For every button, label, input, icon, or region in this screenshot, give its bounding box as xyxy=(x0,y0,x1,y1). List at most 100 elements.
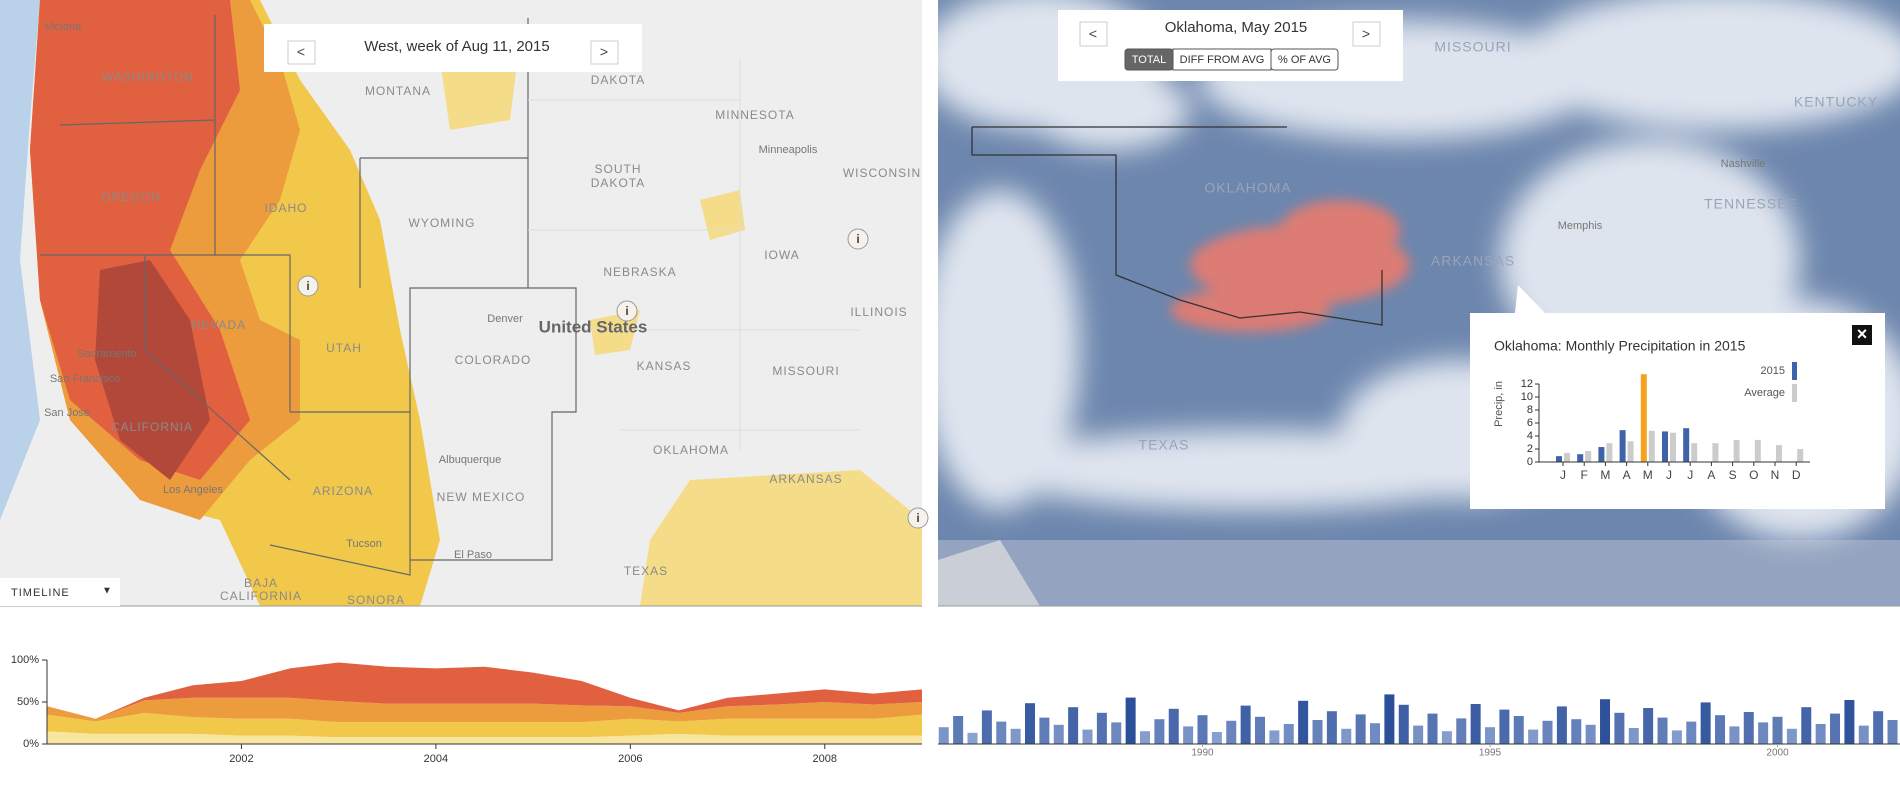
bar xyxy=(1197,715,1208,744)
y-tick-label: 8 xyxy=(1527,404,1533,416)
x-tick-label: 2008 xyxy=(813,753,837,765)
state-label: ARKANSAS xyxy=(1431,253,1515,269)
next-button[interactable] xyxy=(1352,21,1381,47)
info-button[interactable] xyxy=(907,507,929,529)
prev-button[interactable] xyxy=(287,40,316,65)
city-label: San Francisco xyxy=(50,373,120,385)
x-tick-label: F xyxy=(1581,468,1588,482)
state-label: WISCONSIN xyxy=(843,166,921,180)
state-label: IDAHO xyxy=(264,201,307,215)
state-label: MISSOURI xyxy=(1434,39,1511,55)
info-icon: i xyxy=(625,304,628,318)
city-label: Nashville xyxy=(1721,158,1766,170)
info-button[interactable] xyxy=(847,228,869,250)
gulf xyxy=(938,540,1900,606)
area-layer xyxy=(47,662,922,719)
city-label: Albuquerque xyxy=(439,454,501,466)
bar xyxy=(1355,714,1366,744)
x-tick-label: J xyxy=(1666,468,1672,482)
city-label: Los Angeles xyxy=(163,484,223,496)
state-label: COLORADO xyxy=(455,353,532,367)
nav-title: West, week of Aug 11, 2015 xyxy=(364,38,549,55)
info-button[interactable] xyxy=(616,300,638,322)
bar xyxy=(1600,699,1611,744)
state-label: TEXAS xyxy=(1139,437,1190,453)
bar xyxy=(1456,718,1467,744)
state-label: TENNESSEE xyxy=(1704,196,1798,212)
bar xyxy=(1010,728,1021,744)
bar xyxy=(1096,712,1107,744)
left-map[interactable] xyxy=(0,0,922,606)
y-tick-label: 12 xyxy=(1521,378,1533,390)
state-label: United States xyxy=(539,317,648,336)
bar xyxy=(1858,725,1869,744)
bar xyxy=(1082,729,1093,744)
bar xyxy=(1643,708,1654,744)
bar xyxy=(1598,447,1605,462)
popup-title: Oklahoma: Monthly Precipitation in 2015 xyxy=(1494,338,1746,354)
bar xyxy=(1887,720,1898,744)
bar xyxy=(1776,445,1782,462)
bar xyxy=(1556,706,1567,744)
bar xyxy=(1556,456,1562,462)
right-map[interactable] xyxy=(920,0,1900,606)
city-label: Memphis xyxy=(1558,220,1603,232)
bar xyxy=(1657,717,1668,744)
bar xyxy=(1758,722,1769,744)
nav-box xyxy=(264,24,642,72)
info-icon: i xyxy=(916,511,919,525)
bar xyxy=(1283,724,1294,744)
bar xyxy=(1671,730,1682,744)
bar xyxy=(1025,703,1036,744)
legend-label: Average xyxy=(1744,387,1785,399)
bar xyxy=(1797,449,1804,462)
prev-button[interactable] xyxy=(1079,21,1108,47)
area-layer xyxy=(47,712,922,738)
x-tick-label: J xyxy=(1687,468,1693,482)
bar xyxy=(1370,723,1381,744)
bar xyxy=(1125,697,1136,744)
city-label: San Jose xyxy=(44,407,90,419)
bar xyxy=(1341,728,1352,744)
x-tick-label: 2006 xyxy=(618,753,642,765)
bar xyxy=(1619,430,1626,462)
bar xyxy=(953,716,964,744)
y-tick-label: 6 xyxy=(1527,417,1533,429)
nav-title: Oklahoma, May 2015 xyxy=(1165,19,1308,36)
toggle-icon: ▼ xyxy=(102,586,112,597)
bar xyxy=(1398,704,1409,744)
x-tick-label: 2000 xyxy=(1766,748,1789,759)
state-label: ARKANSAS xyxy=(769,472,842,486)
bar xyxy=(1801,707,1812,744)
next-button[interactable] xyxy=(590,40,619,65)
city-label: Denver xyxy=(487,313,523,325)
close-icon: × xyxy=(1857,324,1868,344)
bar xyxy=(1640,374,1647,462)
state-label: DAKOTA xyxy=(591,73,645,87)
bar xyxy=(1485,727,1496,744)
x-tick-label: 2004 xyxy=(424,753,448,765)
ocean xyxy=(0,0,40,520)
close-button[interactable] xyxy=(1852,325,1872,345)
bar xyxy=(1772,716,1783,744)
timeline-toggle[interactable] xyxy=(0,578,120,606)
prev-label: < xyxy=(297,44,305,60)
x-tick-label: M xyxy=(1643,468,1653,482)
heavy-rain xyxy=(1170,200,1410,332)
info-button[interactable] xyxy=(297,275,319,297)
info-icon: i xyxy=(306,279,309,293)
bar xyxy=(1312,720,1323,744)
bar xyxy=(1298,700,1309,744)
bar xyxy=(1564,452,1570,462)
bar xyxy=(1844,700,1855,744)
state-label: CALIFORNIA xyxy=(220,589,302,603)
bar xyxy=(1427,713,1438,744)
bar xyxy=(1786,728,1797,744)
bar xyxy=(1830,713,1841,744)
bar xyxy=(1255,716,1266,744)
timeline-label: TIMELINE xyxy=(11,587,70,599)
tab[interactable] xyxy=(1270,48,1339,71)
y-tick-label: 0 xyxy=(1527,456,1533,468)
bar xyxy=(1686,721,1697,744)
